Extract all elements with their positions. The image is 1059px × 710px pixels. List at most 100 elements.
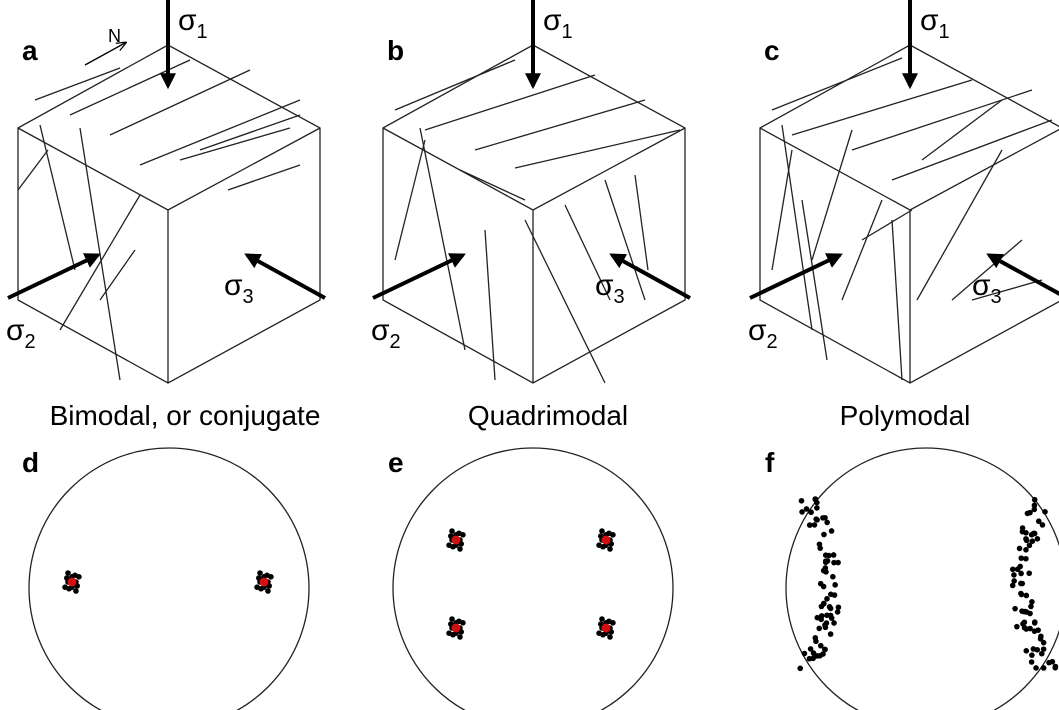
pole-dot: [1014, 566, 1021, 573]
stereonet-circle: [785, 447, 1059, 710]
pole-dot: [1023, 592, 1030, 599]
pole-dot: [824, 595, 830, 602]
fracture: [227, 164, 301, 191]
cube-outline: [17, 44, 321, 384]
fracture: [916, 149, 1003, 301]
sigma3-arrow: [244, 253, 326, 300]
pole-dot: [1040, 639, 1047, 646]
pole-dot: [610, 531, 616, 538]
pole-dot: [810, 650, 817, 656]
fracture: [459, 169, 526, 201]
pole-dot: [831, 559, 837, 566]
fracture: [199, 114, 301, 151]
pole-dot: [76, 573, 82, 580]
fracture: [179, 127, 291, 161]
mean-pole: [601, 623, 611, 633]
caption: Polymodal: [840, 400, 971, 431]
pole-dot: [816, 625, 823, 632]
pole-dot: [806, 655, 813, 662]
fracture: [394, 59, 516, 111]
panel-letter: d: [22, 447, 39, 478]
pole-dot: [1028, 659, 1035, 665]
pole-dot: [797, 665, 804, 672]
pole-dot: [1023, 555, 1029, 562]
pole-dot: [813, 638, 819, 645]
pole-dot: [831, 592, 838, 598]
pole-dot: [608, 629, 614, 635]
pole-dot: [596, 630, 602, 637]
sigma-subscript: 1: [197, 21, 208, 43]
pole-dot: [813, 516, 819, 522]
pole-dot: [1031, 496, 1038, 503]
pole-dot: [607, 634, 613, 640]
fracture: [79, 127, 121, 381]
pole-dot: [824, 519, 830, 526]
panel-letter: c: [764, 35, 780, 66]
pole-dot: [1034, 536, 1041, 542]
mean-pole: [259, 577, 269, 587]
fracture: [419, 127, 466, 351]
pole-dot: [806, 522, 813, 528]
pole-dot: [457, 546, 463, 552]
pole-dot: [814, 499, 820, 506]
pole-dot: [1023, 547, 1029, 553]
pole-dot: [446, 542, 452, 549]
pole-dot: [798, 497, 805, 504]
pole-dot: [74, 583, 80, 589]
stress-label: σ1: [920, 4, 950, 43]
pole-dot: [266, 583, 272, 589]
pole-dot: [830, 552, 837, 558]
pole-dot: [607, 546, 613, 552]
pole-dot: [265, 588, 271, 594]
fracture: [474, 99, 646, 151]
pole-dot: [1035, 518, 1042, 525]
pole-dot: [814, 505, 820, 511]
sigma-symbol: σ: [595, 269, 614, 302]
pole-dot: [446, 630, 452, 637]
pole-dot: [1018, 570, 1024, 577]
fracture: [59, 194, 141, 331]
pole-dot: [828, 615, 835, 621]
fracture: [891, 219, 903, 381]
sigma2-arrow: [7, 253, 101, 300]
sigma-symbol: σ: [6, 314, 25, 347]
sigma-subscript: 1: [939, 21, 950, 43]
mean-pole: [67, 577, 77, 587]
pole-dot: [457, 634, 463, 640]
stress-label: σ3: [224, 269, 254, 308]
pole-dot: [831, 620, 837, 626]
pole-dot: [1024, 510, 1031, 517]
pole-dot: [822, 622, 828, 628]
pole-dot: [1039, 522, 1046, 528]
pole-dot: [821, 531, 827, 538]
stereonet-circle: [28, 447, 310, 710]
pole-dot: [599, 616, 605, 622]
fracture: [971, 279, 1043, 301]
pole-dot: [610, 619, 616, 626]
pole-dot: [1009, 582, 1016, 589]
pole-dot: [458, 629, 464, 635]
sigma2-arrow: [372, 253, 466, 300]
pole-dot: [1011, 578, 1017, 584]
pole-dot: [1049, 658, 1056, 665]
stress-label: σ2: [371, 314, 401, 353]
sigma-symbol: σ: [543, 4, 562, 37]
pole-dot: [257, 570, 263, 576]
pole-dot: [1031, 502, 1038, 509]
pole-dot: [448, 533, 454, 539]
fracture: [39, 124, 76, 271]
pole-dot: [811, 522, 818, 528]
pole-dot: [1019, 525, 1026, 531]
pole-dot: [1014, 623, 1020, 630]
panel-letter: a: [22, 35, 38, 66]
caption: Bimodal, or conjugate: [50, 400, 321, 431]
pole-dot: [65, 570, 71, 576]
sigma3-arrow: [609, 253, 691, 300]
pole-dot: [822, 565, 829, 571]
pole-dot: [1038, 650, 1045, 657]
north-label: N: [108, 26, 121, 46]
pole-dot: [608, 541, 614, 547]
pole-dot: [1038, 633, 1044, 640]
pole-dot: [1028, 603, 1034, 610]
